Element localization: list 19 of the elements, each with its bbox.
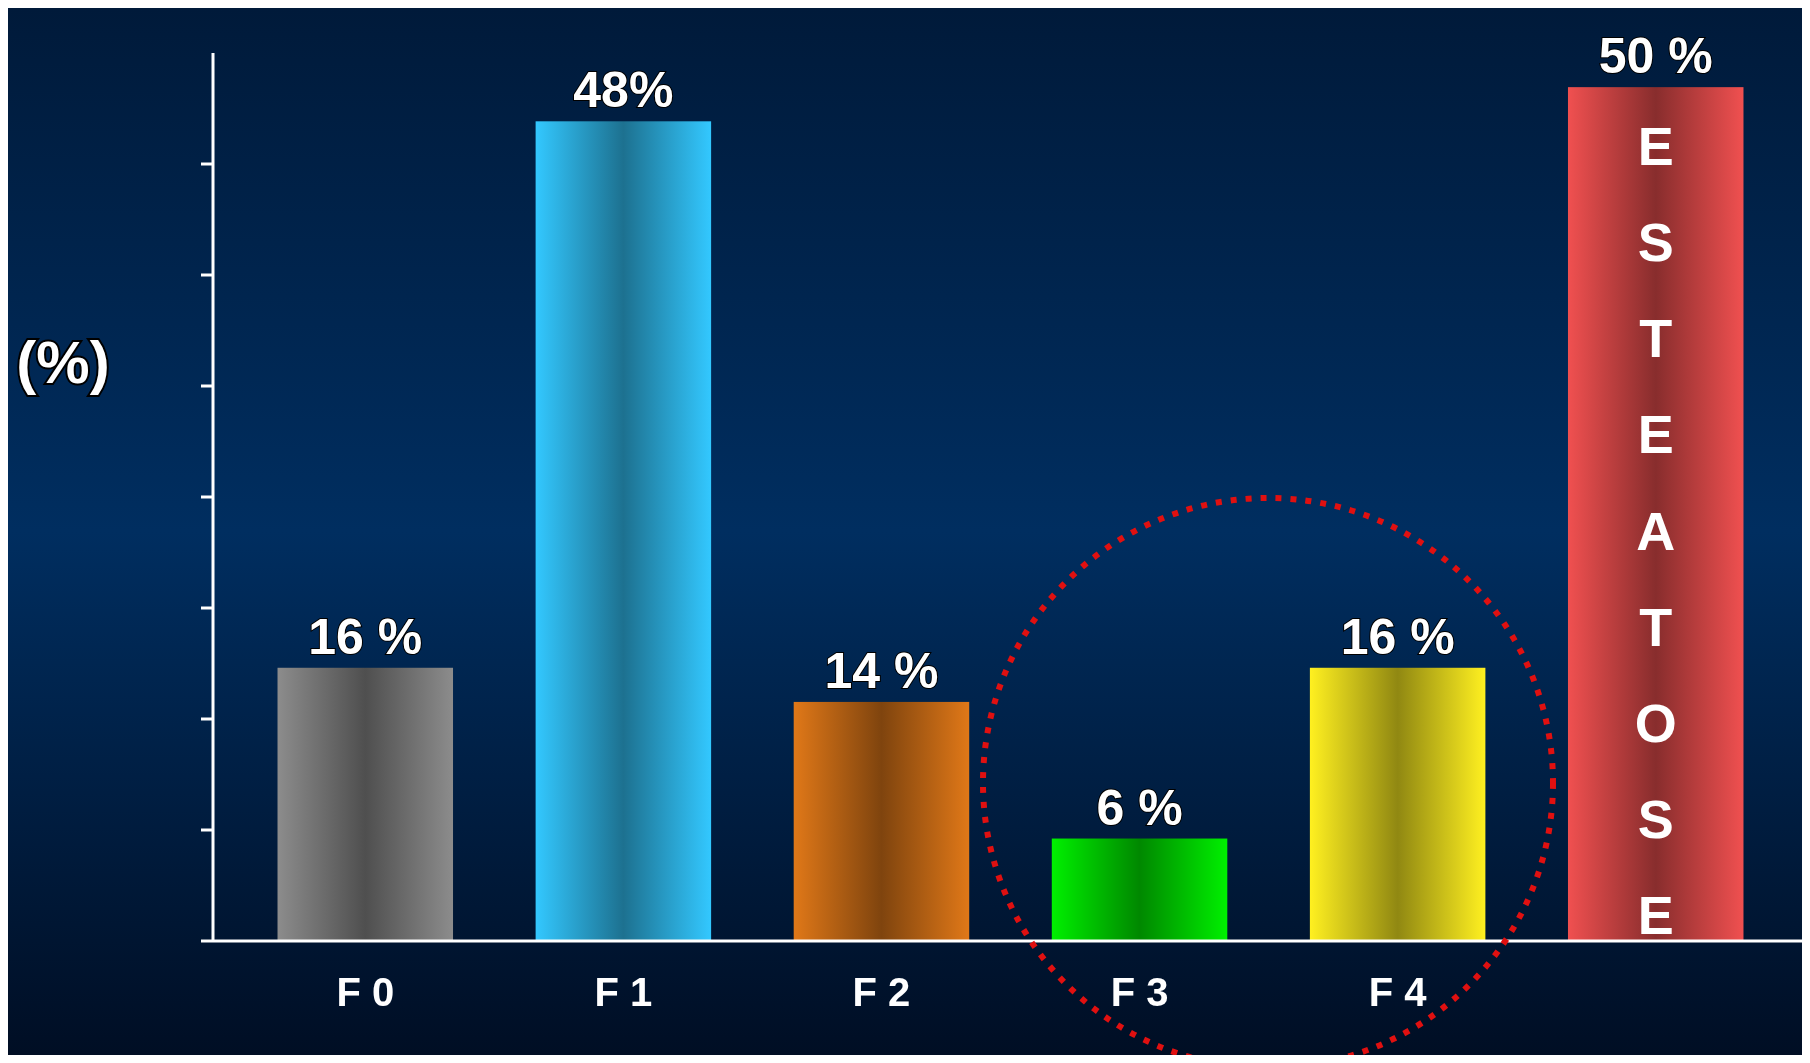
data-label: 48%: [573, 62, 674, 119]
data-label: 14 %: [824, 642, 939, 699]
x-tick-label: F 0: [336, 970, 395, 1014]
x-tick-label: F 4: [1368, 970, 1428, 1014]
bar: [1051, 838, 1228, 941]
data-label: 16 %: [1340, 608, 1455, 665]
bar: [1309, 667, 1486, 941]
bar: [277, 667, 454, 941]
bar: [1567, 87, 1744, 941]
x-tick-label: F 3: [1110, 970, 1169, 1014]
data-label: 16 %: [308, 608, 423, 665]
bar: [535, 121, 712, 941]
y-axis-title: (%): [16, 329, 110, 396]
x-tick-label: F 1: [594, 970, 653, 1014]
data-label: 6 %: [1096, 779, 1183, 836]
category-label: ESTEATOSE: [1634, 116, 1677, 945]
data-label: 50 %: [1598, 28, 1713, 85]
x-tick-label: F 2: [852, 970, 911, 1014]
bar: [793, 701, 970, 941]
